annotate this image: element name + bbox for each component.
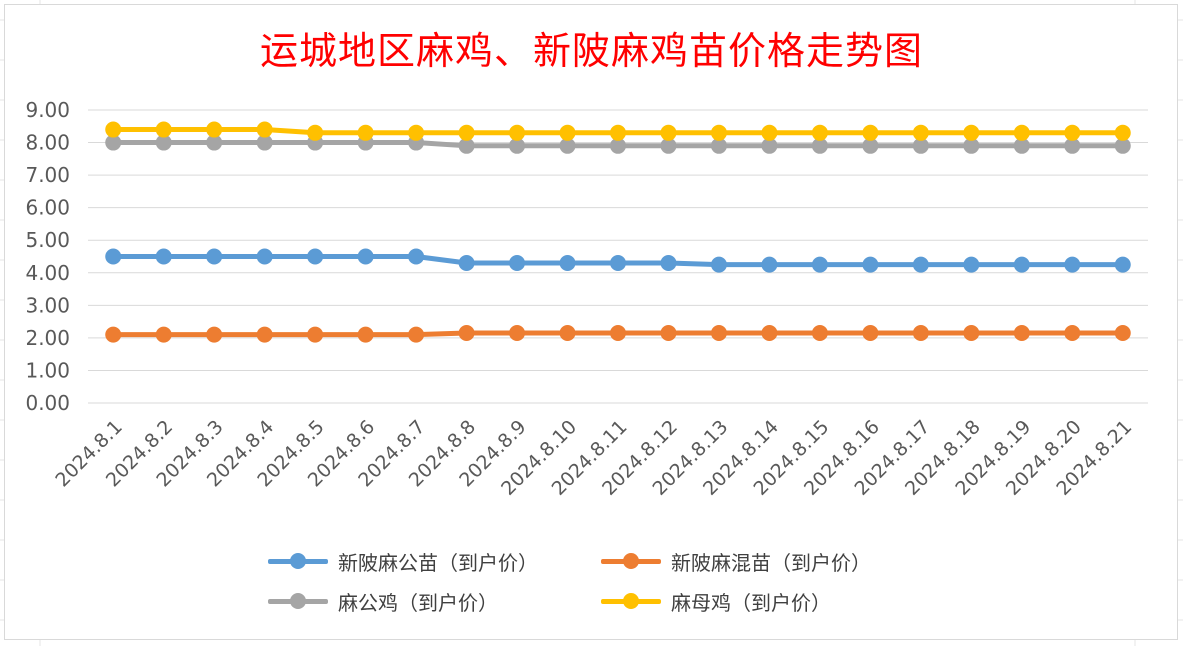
- data-point: [710, 124, 727, 141]
- data-point: [660, 255, 677, 272]
- data-point: [256, 121, 273, 138]
- legend-item-4[interactable]: 麻母鸡（到户价）: [601, 589, 831, 615]
- chart-title: 运城地区麻鸡、新陂麻鸡苗价格走势图: [259, 29, 923, 73]
- data-point: [912, 124, 929, 141]
- data-point: [811, 256, 828, 273]
- data-point: [1114, 124, 1131, 141]
- legend-swatch-3: [268, 589, 328, 613]
- data-point: [408, 326, 425, 343]
- data-point: [206, 248, 223, 265]
- legend: 新陂麻公苗（到户价） 新陂麻混苗（到户价） 麻公鸡（到户价） 麻母鸡（到户价）: [268, 543, 968, 623]
- data-point: [155, 121, 172, 138]
- data-point: [1013, 325, 1030, 342]
- y-tick-label: 3.00: [25, 293, 70, 317]
- data-point: [256, 326, 273, 343]
- data-point: [357, 124, 374, 141]
- data-point: [357, 248, 374, 265]
- data-point: [660, 124, 677, 141]
- data-point: [307, 326, 324, 343]
- data-point: [761, 256, 778, 273]
- data-point: [256, 248, 273, 265]
- data-point: [963, 256, 980, 273]
- data-point: [509, 255, 526, 272]
- legend-swatch-4: [601, 589, 661, 613]
- data-point: [307, 124, 324, 141]
- data-point: [912, 325, 929, 342]
- legend-item-2[interactable]: 新陂麻混苗（到户价）: [601, 549, 871, 575]
- data-point: [761, 124, 778, 141]
- data-point: [610, 255, 626, 272]
- data-point: [1114, 256, 1131, 273]
- data-point: [357, 326, 374, 343]
- data-point: [509, 124, 526, 141]
- data-point: [559, 325, 576, 342]
- data-point: [206, 326, 223, 343]
- y-tick-label: 5.00: [25, 228, 70, 252]
- data-point: [105, 121, 122, 138]
- data-point: [1114, 325, 1131, 342]
- legend-label-1: 新陂麻公苗（到户价）: [338, 550, 538, 575]
- data-point: [458, 325, 475, 342]
- data-point: [559, 124, 576, 141]
- data-point: [862, 256, 879, 273]
- data-point: [811, 124, 828, 141]
- data-point: [610, 124, 626, 141]
- data-point: [862, 124, 879, 141]
- data-point: [408, 248, 425, 265]
- data-point: [1064, 325, 1081, 342]
- series-1: [105, 248, 1131, 273]
- data-point: [105, 326, 122, 343]
- legend-label-3: 麻公鸡（到户价）: [338, 590, 498, 615]
- data-point: [963, 124, 980, 141]
- data-point: [155, 326, 172, 343]
- data-point: [408, 124, 425, 141]
- data-point: [1013, 124, 1030, 141]
- legend-label-4: 麻母鸡（到户价）: [671, 590, 831, 615]
- data-point: [1064, 124, 1081, 141]
- legend-item-1[interactable]: 新陂麻公苗（到户价）: [268, 549, 538, 575]
- data-point: [458, 255, 475, 272]
- data-point: [761, 325, 778, 342]
- legend-swatch-1: [268, 549, 328, 573]
- data-point: [105, 248, 122, 265]
- data-point: [155, 248, 172, 265]
- series-4: [105, 121, 1131, 141]
- data-point: [710, 256, 727, 273]
- data-point: [963, 325, 980, 342]
- data-point: [912, 256, 929, 273]
- data-point: [710, 325, 727, 342]
- y-tick-label: 9.00: [25, 98, 70, 122]
- data-point: [458, 124, 475, 141]
- data-point: [811, 325, 828, 342]
- data-point: [206, 121, 223, 138]
- data-point: [1013, 256, 1030, 273]
- legend-swatch-2: [601, 549, 661, 573]
- data-point: [559, 255, 576, 272]
- series-2: [105, 325, 1131, 343]
- data-point: [307, 248, 324, 265]
- data-point: [509, 325, 526, 342]
- legend-label-2: 新陂麻混苗（到户价）: [671, 550, 871, 575]
- y-tick-label: 8.00: [25, 131, 70, 155]
- data-point: [610, 325, 626, 342]
- data-point: [1064, 256, 1081, 273]
- y-tick-label: 1.00: [25, 358, 70, 382]
- y-tick-label: 2.00: [25, 326, 70, 350]
- data-point: [660, 325, 677, 342]
- y-tick-label: 0.00: [25, 391, 70, 415]
- y-tick-label: 4.00: [25, 261, 70, 285]
- y-tick-label: 7.00: [25, 163, 70, 187]
- y-tick-label: 6.00: [25, 196, 70, 220]
- legend-item-3[interactable]: 麻公鸡（到户价）: [268, 589, 498, 615]
- data-point: [862, 325, 879, 342]
